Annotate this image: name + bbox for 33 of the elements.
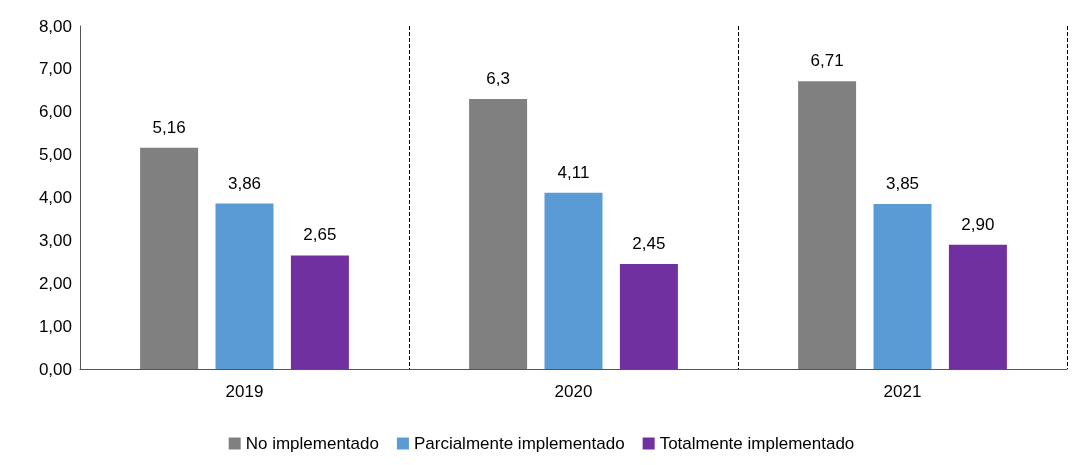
data-label: 3,86 bbox=[227, 173, 262, 193]
y-tick-label: 8,00 bbox=[38, 16, 72, 36]
bar bbox=[873, 203, 932, 369]
y-tick-label: 6,00 bbox=[38, 102, 72, 122]
data-label: 2,65 bbox=[303, 225, 337, 245]
legend-label: No implementado bbox=[245, 434, 379, 453]
bar bbox=[544, 192, 603, 369]
y-tick-label: 0,00 bbox=[38, 359, 72, 379]
bar bbox=[290, 255, 349, 369]
data-label: 4,11 bbox=[557, 162, 590, 182]
bar bbox=[619, 263, 678, 369]
y-tick-label: 2,00 bbox=[38, 273, 72, 293]
y-tick-label: 3,00 bbox=[38, 230, 72, 250]
x-tick-label: 2019 bbox=[225, 382, 264, 401]
legend-label: Totalmente implementado bbox=[659, 434, 855, 453]
bar bbox=[215, 203, 274, 369]
bar bbox=[140, 147, 199, 369]
y-tick-label: 7,00 bbox=[38, 59, 72, 79]
y-tick-label: 1,00 bbox=[38, 316, 72, 336]
bar bbox=[798, 81, 857, 369]
bar bbox=[469, 98, 528, 369]
x-tick-label: 2020 bbox=[554, 382, 593, 401]
y-tick-label: 4,00 bbox=[38, 188, 72, 207]
y-tick-label: 5,00 bbox=[38, 145, 72, 165]
data-label: 3,85 bbox=[885, 173, 920, 193]
legend-label: Parcialmente implementado bbox=[413, 434, 625, 453]
data-label: 2,90 bbox=[961, 214, 995, 234]
x-tick-label: 2021 bbox=[883, 382, 922, 401]
data-label: 5,16 bbox=[152, 117, 186, 137]
bar bbox=[948, 244, 1007, 369]
data-label: 2,45 bbox=[632, 233, 666, 253]
data-label: 6,71 bbox=[810, 51, 844, 71]
data-label: 6,3 bbox=[486, 68, 510, 88]
